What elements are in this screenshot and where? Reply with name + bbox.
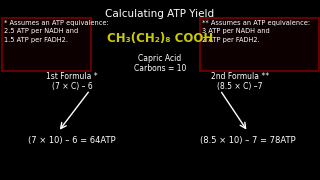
Text: Calculating ATP Yield: Calculating ATP Yield [105,9,215,19]
Text: 2nd Formula **: 2nd Formula ** [211,72,269,81]
Text: (7 × C) – 6: (7 × C) – 6 [52,82,92,91]
Text: (8.5 × C) –7: (8.5 × C) –7 [217,82,263,91]
Text: ** Assumes an ATP equivalence:
3 ATP per NADH and
2 ATP per FADH2.: ** Assumes an ATP equivalence: 3 ATP per… [202,20,310,43]
Text: (7 × 10) – 6 = 64ATP: (7 × 10) – 6 = 64ATP [28,136,116,145]
Text: 1st Formula *: 1st Formula * [46,72,98,81]
FancyBboxPatch shape [2,17,91,71]
Text: CH₃(CH₂)₈ COOH: CH₃(CH₂)₈ COOH [107,32,213,45]
Text: Capric Acid: Capric Acid [138,54,182,63]
Text: Carbons = 10: Carbons = 10 [134,64,186,73]
FancyBboxPatch shape [199,17,318,71]
Text: (8.5 × 10) – 7 = 78ATP: (8.5 × 10) – 7 = 78ATP [200,136,296,145]
Text: * Assumes an ATP equivalence:
2.5 ATP per NADH and
1.5 ATP per FADH2.: * Assumes an ATP equivalence: 2.5 ATP pe… [4,20,109,43]
